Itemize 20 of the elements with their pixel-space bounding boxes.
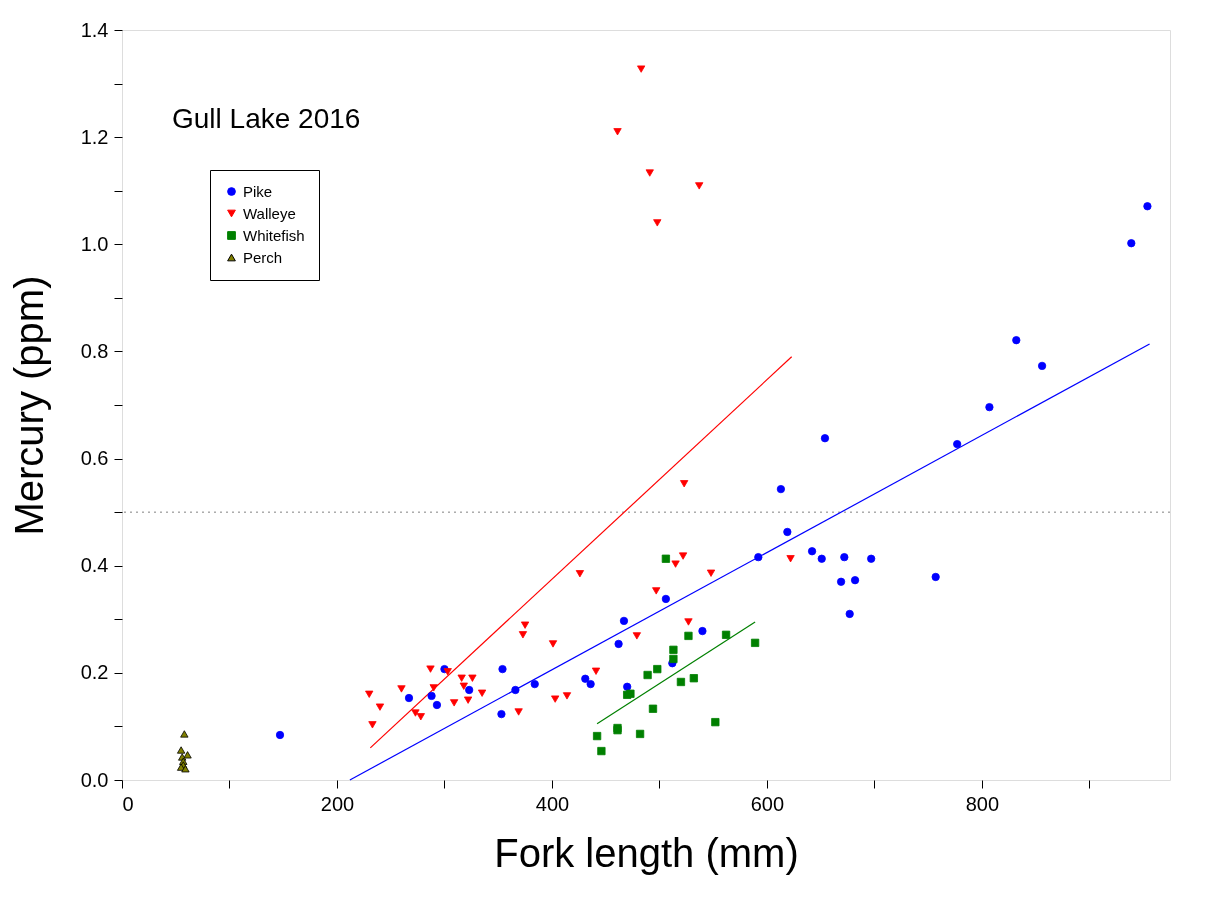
legend-label: Pike <box>243 182 273 200</box>
y-tick-label: 0.2 <box>80 661 109 684</box>
x-tick-label: 400 <box>535 792 570 815</box>
x-tick-label: 200 <box>320 792 355 815</box>
y-tick-label: 1.4 <box>80 18 109 41</box>
y-tick-label: 0.6 <box>80 447 109 470</box>
y-tick-label: 0.8 <box>80 339 109 362</box>
y-axis-title: Mercury (ppm) <box>6 275 51 536</box>
y-tick-label: 1.2 <box>80 125 109 148</box>
x-tick-label: 600 <box>750 792 785 815</box>
x-tick-label: 800 <box>965 792 1000 815</box>
y-tick-label: 0.4 <box>80 554 109 577</box>
y-tick-label: 1.0 <box>80 232 109 255</box>
x-axis-title: Fork length (mm) <box>494 830 799 875</box>
x-tick-label: 0 <box>122 792 134 815</box>
legend-label: Walleye <box>243 204 296 222</box>
legend-label: Perch <box>243 248 283 266</box>
legend-label: Whitefish <box>243 226 305 244</box>
y-tick-label: 0.0 <box>80 768 109 791</box>
annotation: Gull Lake 2016 <box>172 103 361 134</box>
